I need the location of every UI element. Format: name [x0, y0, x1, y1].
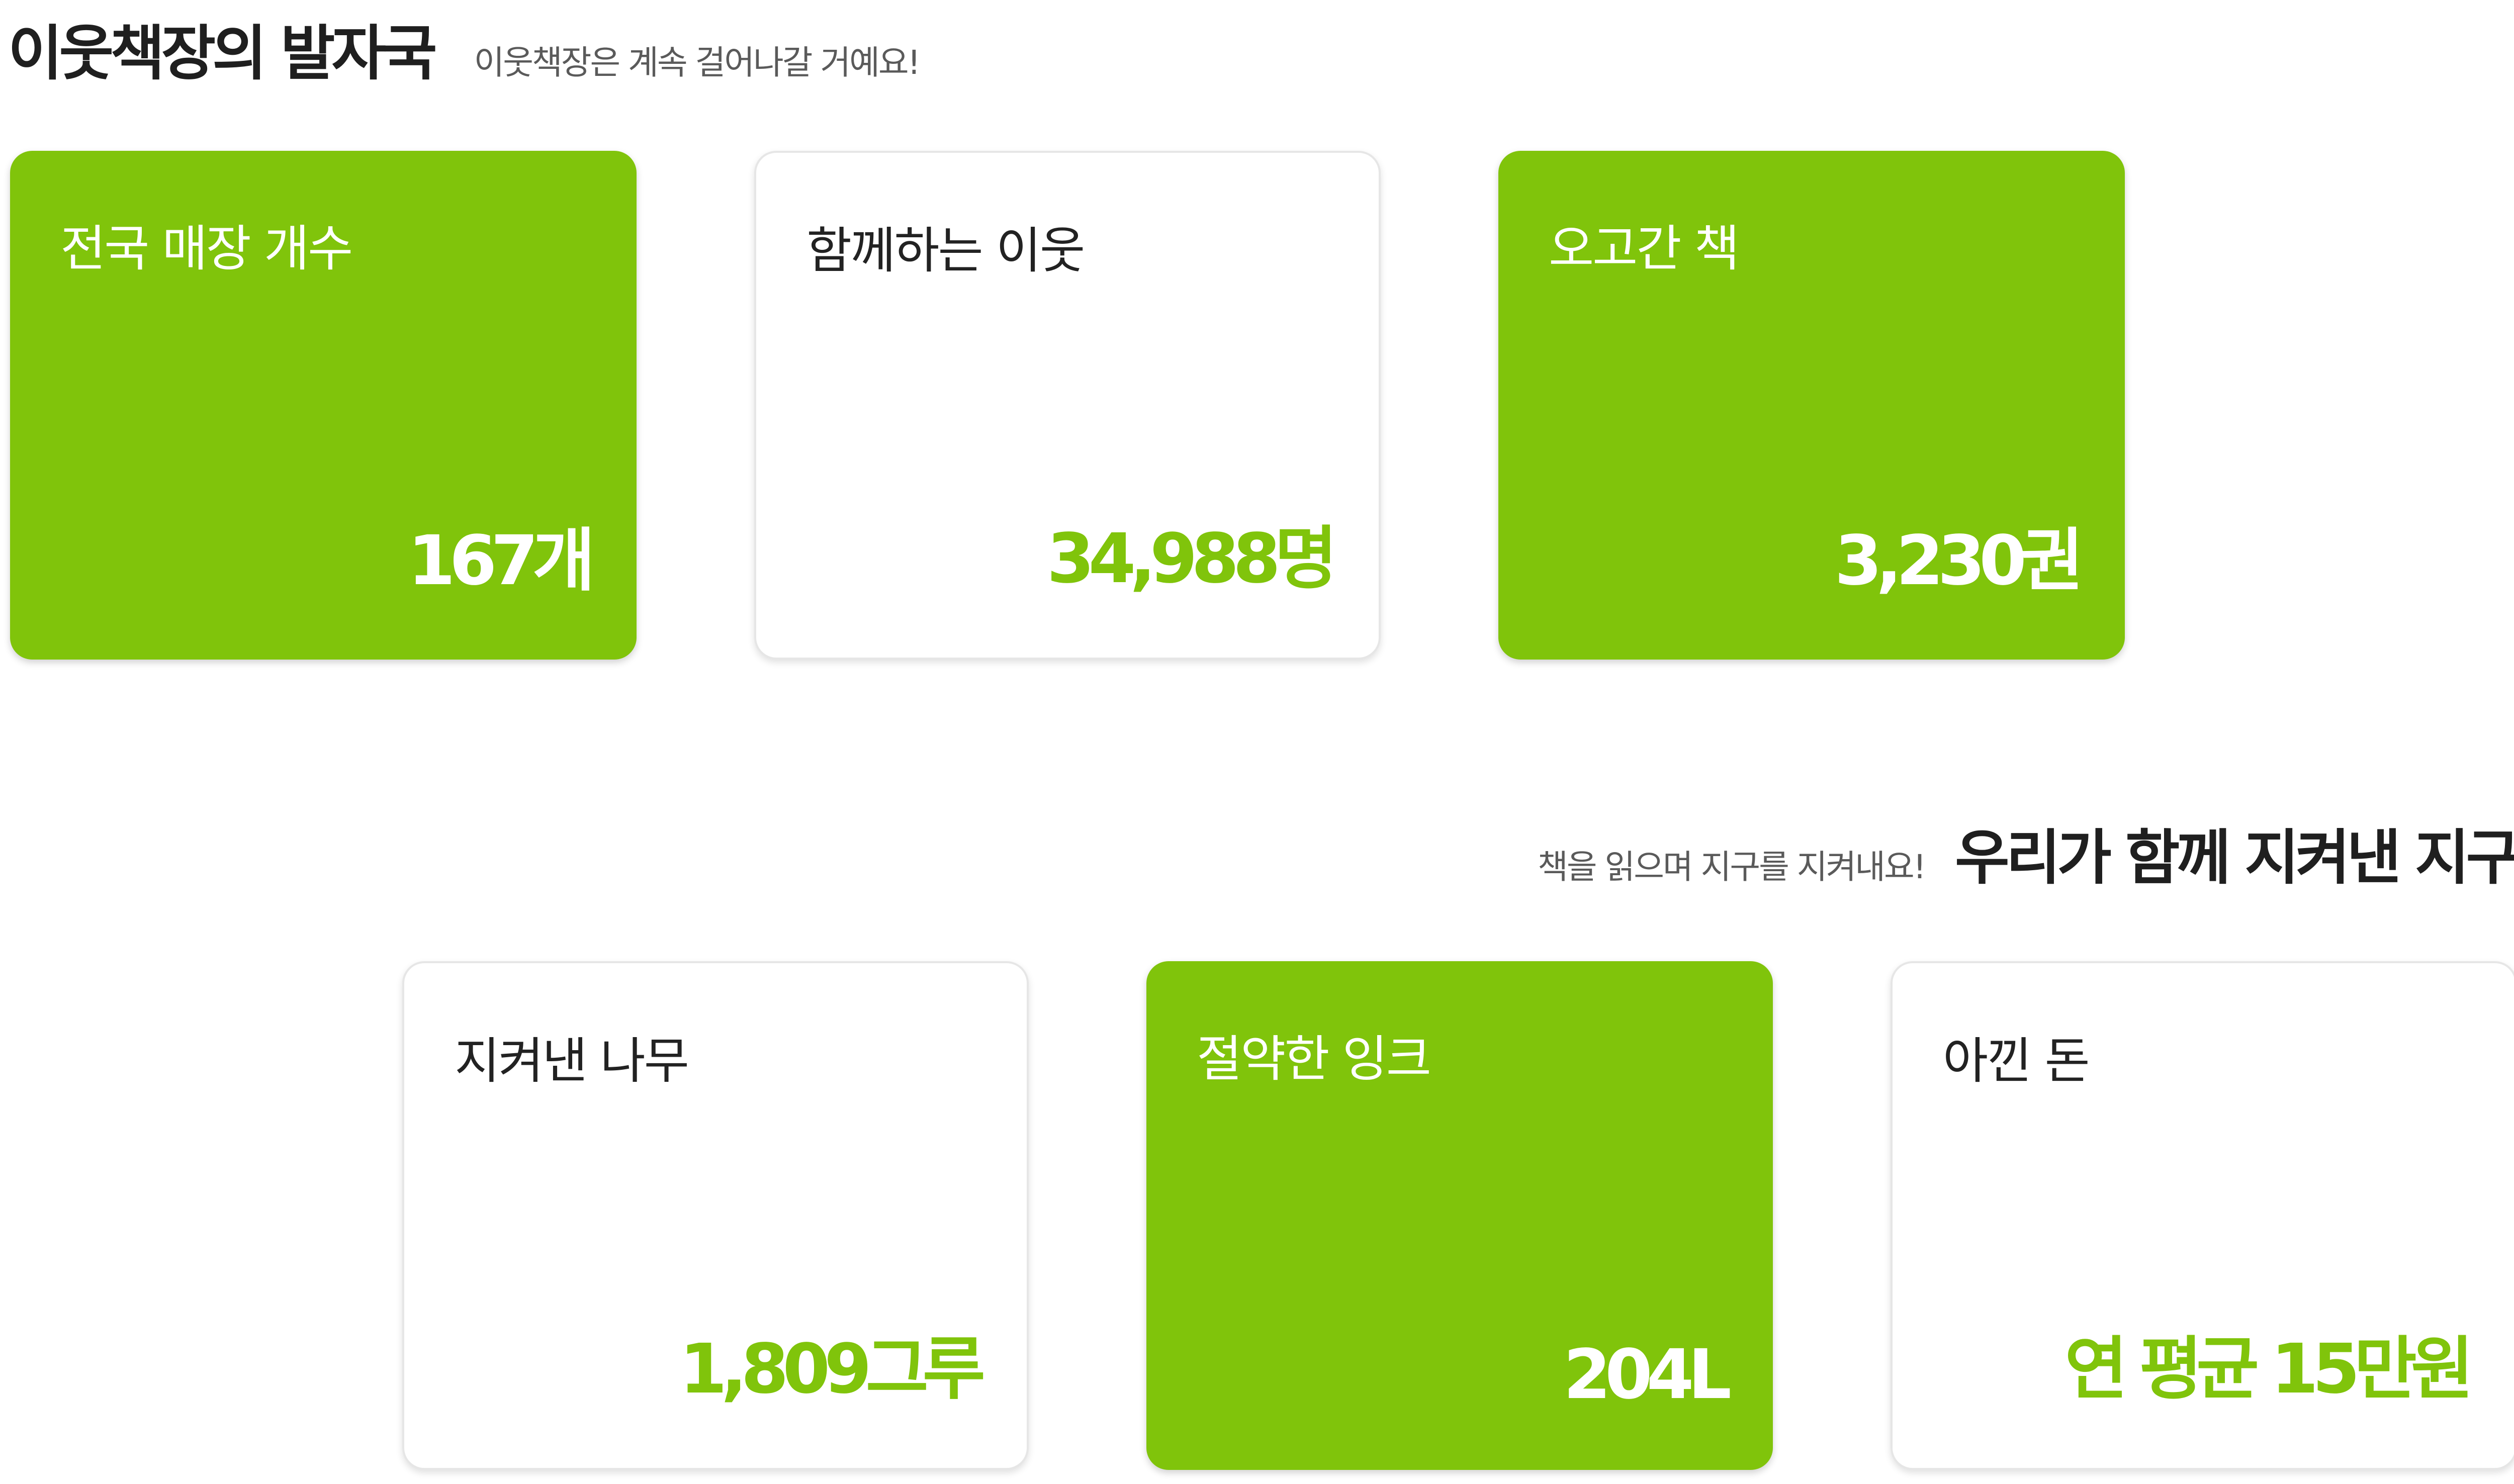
stat-card-store-count: 전국 매장 개수 167개	[10, 151, 637, 660]
section-title: 이웃책장의 발자국	[8, 19, 437, 88]
earth-section-header: 책을 읽으며 지구를 지켜내요! 우리가 함께 지켜낸 지구	[1538, 809, 2514, 895]
stat-value: 167개	[407, 521, 595, 601]
stat-value: 1,809그루	[679, 1330, 985, 1409]
footprint-section-header: 이웃책장의 발자국 이웃책장은 계속 걸어나갈 거예요!	[8, 5, 921, 91]
stat-value: 연 평균 15만원	[2064, 1330, 2474, 1409]
stat-label: 지켜낸 나무	[455, 1033, 689, 1090]
stat-label: 절약한 잉크	[1197, 1031, 1431, 1088]
stat-card-neighbors: 함께하는 이웃 34,988명	[754, 151, 1381, 660]
section-subtitle: 책을 읽으며 지구를 지켜내요!	[1538, 848, 1926, 886]
stat-card-trees-saved: 지켜낸 나무 1,809그루	[402, 961, 1029, 1470]
stat-card-books-exchanged: 오고간 책 3,230권	[1498, 151, 2125, 660]
section-title: 우리가 함께 지켜낸 지구	[1955, 823, 2514, 892]
stat-label: 오고간 책	[1549, 220, 1740, 277]
stat-label: 아낀 돈	[1943, 1033, 2090, 1090]
stat-card-ink-saved: 절약한 잉크 204L	[1146, 961, 1773, 1470]
section-subtitle: 이웃책장은 계속 걸어나갈 거예요!	[474, 43, 921, 82]
stat-card-money-saved: 아낀 돈 연 평균 15만원	[1891, 961, 2514, 1470]
stat-value: 3,230권	[1834, 521, 2084, 601]
stat-value: 34,988명	[1047, 519, 1337, 599]
stat-value: 204L	[1563, 1335, 1732, 1415]
stat-label: 함께하는 이웃	[806, 222, 1085, 280]
stat-label: 전국 매장 개수	[60, 220, 353, 277]
